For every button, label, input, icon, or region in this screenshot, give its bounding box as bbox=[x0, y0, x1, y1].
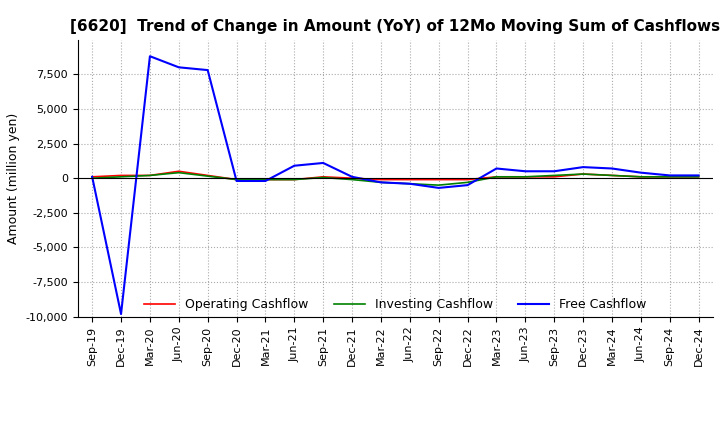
Investing Cashflow bbox=[145, 173, 154, 178]
Free Cashflow bbox=[463, 183, 472, 188]
Operating Cashflow bbox=[636, 174, 645, 180]
Line: Operating Cashflow: Operating Cashflow bbox=[92, 171, 698, 180]
Free Cashflow bbox=[550, 169, 559, 174]
Free Cashflow bbox=[434, 185, 443, 191]
Free Cashflow bbox=[608, 166, 616, 171]
Investing Cashflow bbox=[492, 174, 501, 180]
Operating Cashflow bbox=[434, 177, 443, 182]
Free Cashflow bbox=[377, 180, 385, 185]
Operating Cashflow bbox=[665, 174, 674, 180]
Investing Cashflow bbox=[319, 175, 328, 180]
Operating Cashflow bbox=[117, 173, 125, 178]
Free Cashflow bbox=[319, 160, 328, 165]
Free Cashflow bbox=[174, 65, 183, 70]
Investing Cashflow bbox=[579, 172, 588, 177]
Operating Cashflow bbox=[88, 174, 96, 180]
Operating Cashflow bbox=[174, 169, 183, 174]
Free Cashflow bbox=[636, 170, 645, 175]
Investing Cashflow bbox=[233, 177, 241, 182]
Operating Cashflow bbox=[233, 177, 241, 182]
Investing Cashflow bbox=[203, 173, 212, 179]
Free Cashflow bbox=[665, 173, 674, 178]
Operating Cashflow bbox=[203, 173, 212, 178]
Investing Cashflow bbox=[521, 174, 530, 180]
Operating Cashflow bbox=[405, 177, 414, 182]
Free Cashflow bbox=[492, 166, 501, 171]
Free Cashflow bbox=[521, 169, 530, 174]
Legend: Operating Cashflow, Investing Cashflow, Free Cashflow: Operating Cashflow, Investing Cashflow, … bbox=[139, 293, 652, 316]
Operating Cashflow bbox=[579, 172, 588, 177]
Investing Cashflow bbox=[377, 180, 385, 185]
Investing Cashflow bbox=[608, 173, 616, 178]
Operating Cashflow bbox=[290, 177, 299, 182]
Investing Cashflow bbox=[405, 181, 414, 187]
Operating Cashflow bbox=[145, 173, 154, 178]
Operating Cashflow bbox=[463, 177, 472, 182]
Free Cashflow bbox=[261, 178, 270, 183]
Free Cashflow bbox=[290, 163, 299, 169]
Free Cashflow bbox=[579, 165, 588, 170]
Investing Cashflow bbox=[636, 174, 645, 180]
Operating Cashflow bbox=[377, 177, 385, 182]
Line: Investing Cashflow: Investing Cashflow bbox=[92, 172, 698, 185]
Free Cashflow bbox=[203, 67, 212, 73]
Operating Cashflow bbox=[550, 174, 559, 180]
Line: Free Cashflow: Free Cashflow bbox=[92, 56, 698, 314]
Investing Cashflow bbox=[261, 177, 270, 182]
Free Cashflow bbox=[348, 174, 356, 180]
Investing Cashflow bbox=[463, 180, 472, 185]
Y-axis label: Amount (million yen): Amount (million yen) bbox=[7, 113, 20, 244]
Investing Cashflow bbox=[174, 170, 183, 175]
Investing Cashflow bbox=[348, 177, 356, 182]
Free Cashflow bbox=[117, 312, 125, 317]
Investing Cashflow bbox=[434, 183, 443, 188]
Investing Cashflow bbox=[550, 173, 559, 178]
Operating Cashflow bbox=[694, 174, 703, 180]
Free Cashflow bbox=[145, 54, 154, 59]
Free Cashflow bbox=[405, 181, 414, 187]
Operating Cashflow bbox=[608, 173, 616, 178]
Investing Cashflow bbox=[88, 176, 96, 181]
Operating Cashflow bbox=[521, 174, 530, 180]
Operating Cashflow bbox=[492, 174, 501, 180]
Investing Cashflow bbox=[290, 177, 299, 182]
Free Cashflow bbox=[88, 174, 96, 180]
Investing Cashflow bbox=[694, 174, 703, 180]
Free Cashflow bbox=[233, 178, 241, 183]
Operating Cashflow bbox=[261, 177, 270, 182]
Investing Cashflow bbox=[665, 174, 674, 180]
Investing Cashflow bbox=[117, 174, 125, 180]
Operating Cashflow bbox=[348, 176, 356, 181]
Free Cashflow bbox=[694, 173, 703, 178]
Operating Cashflow bbox=[319, 174, 328, 180]
Title: [6620]  Trend of Change in Amount (YoY) of 12Mo Moving Sum of Cashflows: [6620] Trend of Change in Amount (YoY) o… bbox=[71, 19, 720, 34]
